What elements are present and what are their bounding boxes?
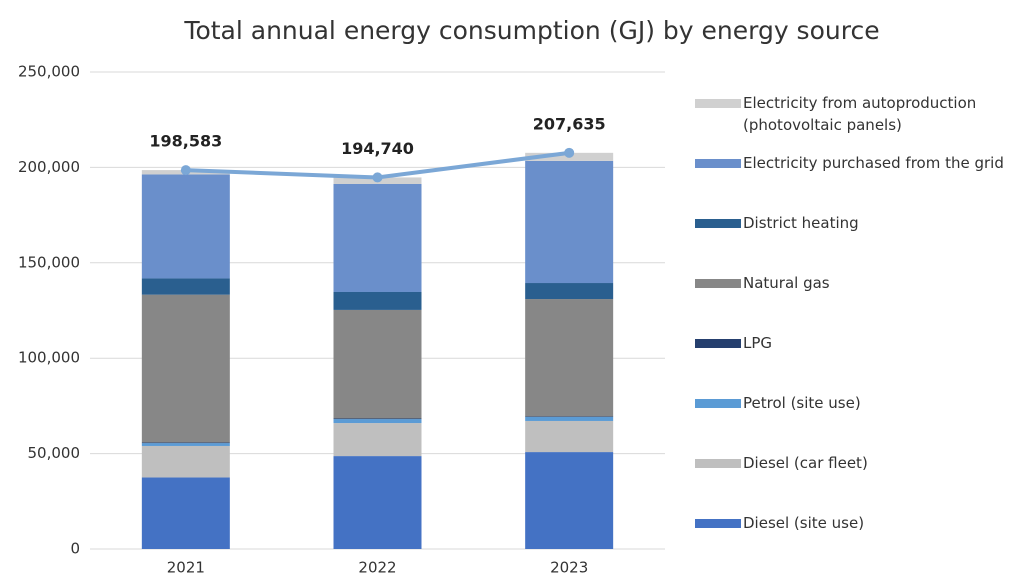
- legend-label: Petrol (site use): [743, 394, 861, 412]
- legend-swatch: [695, 459, 741, 468]
- bar-segment: [333, 423, 422, 457]
- legend-swatch: [695, 279, 741, 288]
- bar-segment: [333, 183, 422, 292]
- data-label: 194,740: [341, 139, 414, 158]
- x-tick-label: 2022: [358, 559, 396, 577]
- y-tick-label: 0: [70, 540, 80, 558]
- legend-item: Natural gas: [695, 272, 830, 294]
- legend-label: Diesel (car fleet): [743, 454, 868, 472]
- legend-label: Electricity purchased from the grid: [743, 154, 1004, 172]
- legend-swatch: [695, 399, 741, 408]
- bar-segment: [141, 443, 230, 446]
- chart-title: Total annual energy consumption (GJ) by …: [183, 16, 879, 45]
- x-tick-label: 2023: [550, 559, 588, 577]
- y-tick-label: 200,000: [18, 158, 80, 176]
- x-tick-label: 2021: [167, 559, 205, 577]
- bar-segment: [141, 445, 230, 478]
- bar-segment: [333, 419, 422, 424]
- bar-segment: [141, 278, 230, 295]
- legend-item: LPG: [695, 332, 772, 354]
- bar-segment: [333, 456, 422, 549]
- bar-segment: [525, 283, 614, 300]
- legend-swatch: [695, 219, 741, 228]
- legend-swatch: [695, 519, 741, 528]
- legend-label: LPG: [743, 334, 773, 352]
- legend-item: Diesel (car fleet): [695, 452, 868, 474]
- y-tick-label: 150,000: [18, 253, 80, 271]
- legend-item: Electricity from autoproduction (photovo…: [695, 92, 976, 136]
- legend-swatch: [695, 159, 741, 168]
- bar-segment: [525, 416, 614, 417]
- bar-segment: [141, 174, 230, 279]
- bar-segment: [333, 291, 422, 310]
- legend-label: Natural gas: [743, 274, 830, 292]
- total-point: [180, 165, 191, 176]
- legend-swatch: [695, 339, 741, 348]
- legend-label: Diesel (site use): [743, 514, 865, 532]
- legend-item: District heating: [695, 212, 859, 234]
- legend-label: District heating: [743, 214, 859, 232]
- total-point: [564, 147, 575, 158]
- bar-segment: [525, 160, 614, 284]
- y-tick-label: 250,000: [18, 63, 80, 81]
- total-point: [372, 172, 383, 183]
- legend-label: Electricity from autoproduction (photovo…: [743, 94, 977, 134]
- y-tick-label: 100,000: [18, 349, 80, 367]
- data-label: 198,583: [149, 132, 222, 151]
- bar-segment: [333, 309, 422, 419]
- y-tick-label: 50,000: [28, 444, 81, 462]
- legend-item: Diesel (site use): [695, 512, 864, 534]
- bar-segment: [141, 477, 230, 549]
- bar-segment: [141, 294, 230, 443]
- bar-segment: [525, 299, 614, 417]
- bar-segment: [525, 416, 614, 421]
- data-label: 207,635: [533, 114, 606, 133]
- legend-item: Electricity purchased from the grid: [695, 152, 1004, 174]
- bar-segment: [525, 452, 614, 549]
- bar-segment: [525, 420, 614, 453]
- legend-swatch: [695, 99, 741, 108]
- legend-item: Petrol (site use): [695, 392, 861, 414]
- bar-segment: [141, 442, 230, 444]
- bar-segment: [333, 418, 422, 420]
